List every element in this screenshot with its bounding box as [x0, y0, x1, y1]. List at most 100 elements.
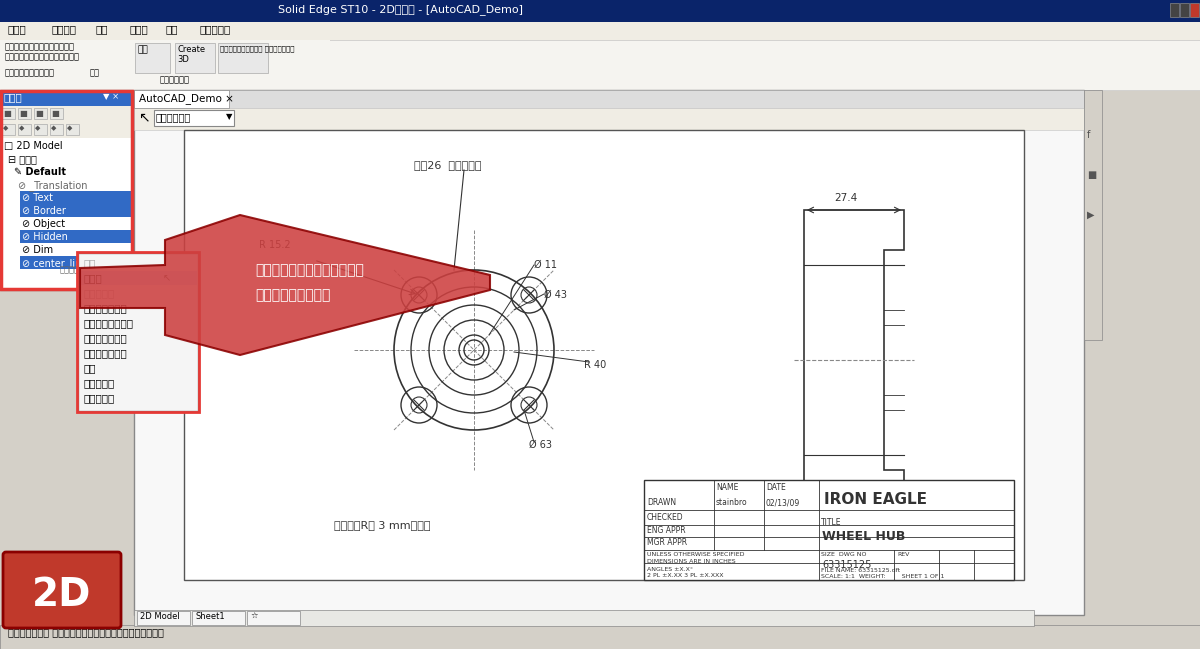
Text: ⊘ Text: ⊘ Text	[22, 193, 53, 203]
Text: SCALE: 1:1  WEIGHT:        SHEET 1 OF 1: SCALE: 1:1 WEIGHT: SHEET 1 OF 1	[821, 574, 944, 579]
Text: 変数: 変数	[137, 45, 148, 54]
Text: ⊘ Hidden: ⊘ Hidden	[22, 232, 68, 242]
Bar	[66, 124, 79, 135]
Bar	[0, 22, 1200, 40]
Bar	[20, 256, 131, 269]
Text: 全シートで非表示: 全シートで非表示	[84, 318, 134, 328]
Text: AutoCAD_Demo ×: AutoCAD_Demo ×	[139, 93, 234, 104]
Bar	[79, 271, 197, 285]
Text: ⊘ _Translation: ⊘ _Translation	[18, 180, 88, 191]
Bar	[1084, 90, 1102, 340]
Text: DRAWN: DRAWN	[647, 498, 676, 507]
Text: Ø 63: Ø 63	[529, 440, 552, 450]
Text: 図面ビューをアクティブにする: 図面ビューをアクティブにする	[5, 42, 74, 51]
Text: f: f	[1087, 130, 1091, 140]
Text: レイヤ: レイヤ	[4, 92, 23, 102]
Text: CHECKED: CHECKED	[647, 513, 684, 522]
Text: 13: 13	[886, 485, 899, 495]
Bar	[78, 253, 198, 411]
Text: WHEEL HUB: WHEEL HUB	[822, 530, 905, 543]
Bar	[77, 252, 199, 412]
Text: ■: ■	[1087, 170, 1097, 180]
Text: 全シートで表示: 全シートで表示	[84, 303, 127, 313]
Bar	[134, 90, 1084, 108]
Bar	[20, 230, 131, 243]
Text: ⊘ Dim: ⊘ Dim	[22, 245, 53, 255]
Text: 02/13/09: 02/13/09	[766, 498, 800, 507]
Text: ツール: ツール	[130, 24, 149, 34]
Text: ⊘ Border: ⊘ Border	[22, 206, 66, 216]
Text: 27.4: 27.4	[834, 193, 857, 203]
Bar	[0, 90, 133, 290]
Text: ☆: ☆	[250, 612, 258, 621]
Bar	[50, 108, 64, 119]
Text: TITLE: TITLE	[821, 518, 841, 527]
Bar	[6, 555, 118, 625]
Text: 43: 43	[834, 528, 847, 538]
Text: FILE NAME: 63315125.dft: FILE NAME: 63315125.dft	[821, 568, 900, 573]
Text: R 40: R 40	[584, 360, 606, 370]
Bar	[134, 43, 170, 73]
Text: ■: ■	[2, 109, 11, 118]
Text: ▼ ×: ▼ ×	[103, 92, 121, 101]
Text: 選択不可にする: 選択不可にする	[84, 333, 127, 343]
Bar	[154, 110, 234, 126]
Text: 指示ナキRは 3 mmトスル: 指示ナキRは 3 mmトスル	[334, 520, 431, 530]
Text: 図面ビューの変更履歴 寸法の変更履歴: 図面ビューの変更履歴 寸法の変更履歴	[220, 45, 294, 52]
Text: MGR APPR: MGR APPR	[647, 538, 688, 547]
Text: 2D: 2D	[32, 576, 91, 614]
Bar	[0, 0, 1200, 22]
Text: Solid Edge ST10 - 2Dモデル - [AutoCAD_Demo]: Solid Edge ST10 - 2Dモデル - [AutoCAD_Demo]	[277, 4, 522, 15]
Bar	[0, 122, 133, 138]
Text: REV: REV	[898, 552, 910, 557]
Bar	[218, 43, 268, 73]
Bar	[1, 91, 132, 289]
Bar	[134, 90, 1084, 615]
Bar	[34, 108, 47, 119]
Text: ▶: ▶	[1087, 210, 1094, 220]
Bar	[130, 40, 330, 90]
Bar	[134, 108, 1084, 130]
Text: テーブル: テーブル	[52, 24, 77, 34]
Bar	[134, 610, 1034, 626]
Bar	[1190, 3, 1199, 17]
Text: ✎ Default: ✎ Default	[14, 167, 66, 177]
Text: SIZE  DWG NO: SIZE DWG NO	[821, 552, 866, 557]
Bar	[134, 90, 229, 108]
Bar	[0, 40, 130, 90]
Bar	[137, 611, 190, 625]
Text: Create
3D: Create 3D	[178, 45, 205, 64]
Bar	[20, 191, 131, 204]
Text: Sheet1: Sheet1	[194, 612, 224, 621]
Text: 高サ26  六角穴キリ: 高サ26 六角穴キリ	[414, 160, 481, 170]
Text: ENG APPR: ENG APPR	[647, 526, 685, 535]
Bar	[34, 124, 47, 135]
Bar	[20, 204, 131, 217]
Text: 2 PL ±X.XX 3 PL ±X.XXX: 2 PL ±X.XX 3 PL ±X.XXX	[647, 573, 724, 578]
Text: データ管理: データ管理	[200, 24, 232, 34]
Text: R 15.2: R 15.2	[259, 240, 290, 250]
Text: ◆: ◆	[67, 125, 72, 131]
Text: アシスタント: アシスタント	[160, 75, 190, 84]
Text: ▼: ▼	[226, 112, 233, 121]
Text: UNLESS OTHERWISE SPECIFIED: UNLESS OTHERWISE SPECIFIED	[647, 552, 744, 557]
Text: DATE: DATE	[766, 483, 786, 492]
Text: アクティブに: アクティブに	[60, 265, 90, 274]
Bar	[0, 625, 1200, 649]
Text: Ø 43: Ø 43	[544, 290, 568, 300]
Text: 表示: 表示	[84, 258, 96, 268]
Text: ビューのアクティブ化: ビューのアクティブ化	[5, 68, 55, 77]
Bar	[0, 106, 133, 122]
Text: ANGLES ±X.X°: ANGLES ±X.X°	[647, 567, 694, 572]
Bar	[0, 90, 133, 106]
Text: 図面ビューを非アクティブにする: 図面ビューを非アクティブにする	[5, 52, 80, 61]
Bar	[1180, 3, 1189, 17]
Text: 選択の表示: 選択の表示	[84, 288, 115, 298]
Text: ⊘ center_line: ⊘ center_line	[22, 258, 88, 269]
Text: ■: ■	[35, 109, 43, 118]
Bar	[192, 611, 245, 625]
Text: NAME: NAME	[716, 483, 738, 492]
Text: 削除: 削除	[84, 363, 96, 373]
Bar	[644, 480, 1014, 580]
Text: 表示: 表示	[166, 24, 178, 34]
